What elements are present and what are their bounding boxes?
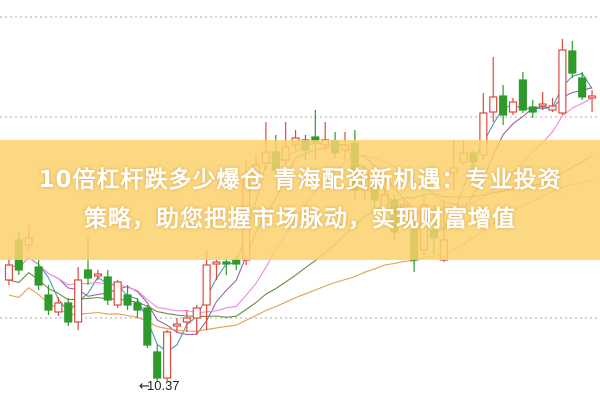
candle-down (143, 307, 152, 346)
candle-down (133, 302, 142, 311)
candle-up (558, 49, 567, 114)
candle-down (153, 351, 162, 379)
candle-up (192, 307, 201, 319)
candle-up (4, 264, 14, 281)
candle-up (508, 101, 518, 113)
candle-up (587, 95, 597, 99)
low-price-label: 10.37 (147, 378, 180, 393)
candle-down (222, 261, 231, 265)
candle-up (54, 302, 63, 313)
candle-down (528, 106, 537, 113)
candle-down (123, 294, 132, 306)
candle-down (499, 95, 508, 116)
candle-up (489, 96, 498, 113)
title-banner: 10倍杠杆跌多少爆仓 青海配资新机遇：专业投资策略，助您把握市场脉动，实现财富增… (0, 140, 600, 260)
candle-down (568, 50, 577, 74)
candle-up (163, 331, 172, 379)
candle-up (202, 264, 211, 306)
candle-up (548, 105, 557, 111)
candle-down (83, 269, 93, 279)
candle-down (578, 77, 587, 98)
candle-down (44, 294, 53, 311)
candle-up (182, 317, 191, 323)
candle-up (74, 279, 83, 323)
candle-up (538, 103, 547, 107)
candle-down (34, 266, 43, 286)
candle-down (103, 276, 112, 301)
candle-up (212, 261, 221, 265)
candle-down (518, 79, 527, 111)
candle-down (64, 302, 73, 323)
candle-down (232, 259, 241, 265)
candle-up (172, 323, 182, 327)
candle-up (93, 273, 102, 277)
arrow-left-icon: ← (139, 379, 150, 394)
candle-up (113, 281, 122, 306)
article-title: 10倍杠杆跌多少爆仓 青海配资新机遇：专业投资策略，助您把握市场脉动，实现财富增… (38, 167, 562, 232)
